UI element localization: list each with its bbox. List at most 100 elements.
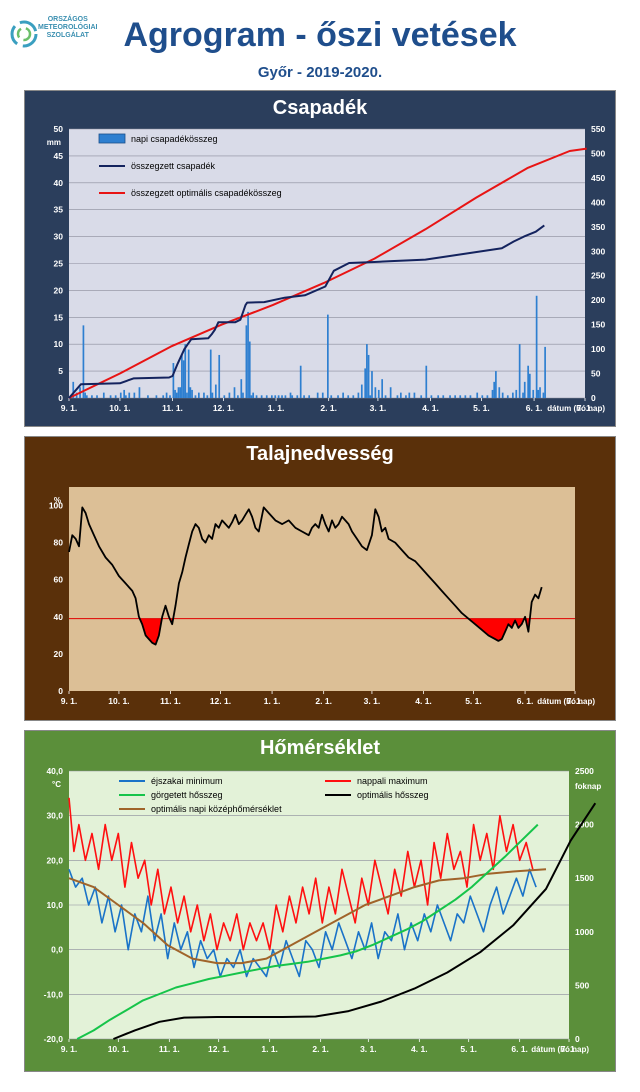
y2-tick-label: 1500 (575, 873, 594, 883)
daily-precip-bar (85, 395, 88, 398)
daily-precip-bar (147, 395, 149, 398)
daily-precip-bar (165, 392, 168, 398)
x-tick-label: 2. 1. (315, 696, 332, 706)
daily-precip-bar (82, 325, 85, 398)
plot-area (69, 487, 575, 691)
x-tick-label: 3. 1. (364, 696, 381, 706)
daily-precip-bar (119, 392, 122, 398)
daily-precip-bar (284, 395, 287, 398)
daily-precip-bar (342, 392, 344, 398)
daily-precip-bar (277, 395, 280, 398)
daily-precip-bar (408, 392, 411, 398)
x-tick-label: 9. 1. (61, 403, 78, 413)
daily-precip-bar (459, 395, 462, 398)
daily-precip-bar (486, 395, 489, 398)
daily-precip-bar (248, 341, 251, 398)
daily-precip-bar (206, 395, 209, 398)
daily-precip-bar (169, 395, 171, 398)
y2-tick-label: 500 (591, 148, 605, 158)
y-tick-label: 0 (58, 393, 63, 403)
daily-precip-bar (357, 392, 360, 398)
x-tick-label: 6. 1. (511, 1044, 528, 1054)
daily-precip-bar (281, 395, 283, 398)
legend-night-min-label: éjszakai minimum (151, 776, 223, 786)
daily-precip-bar (537, 389, 540, 398)
daily-precip-bar (209, 349, 212, 398)
y-tick-label: 20 (54, 285, 64, 295)
daily-precip-bar (240, 379, 243, 398)
daily-precip-bar (184, 344, 187, 398)
daily-precip-bar (420, 395, 423, 398)
daily-precip-bar (495, 371, 497, 398)
daily-precip-bar (138, 387, 141, 398)
x-tick-label: 9. 1. (61, 1044, 78, 1054)
daily-precip-bar (128, 392, 131, 398)
y2-tick-label: 2000 (575, 820, 594, 830)
legend-rolling-heat-label: görgetett hősszeg (151, 790, 223, 800)
y-tick-label: 20,0 (46, 855, 63, 865)
daily-precip-bar (223, 395, 226, 398)
daily-precip-bar (413, 392, 416, 398)
y-tick-label: 40 (54, 178, 64, 188)
daily-precip-bar (187, 349, 190, 398)
y2-tick-label: 0 (591, 393, 596, 403)
daily-precip-bar (242, 392, 244, 398)
daily-precip-bar (182, 360, 185, 398)
daily-precip-bar (405, 395, 407, 398)
daily-precip-bar (469, 395, 472, 398)
x-tick-label: 5. 1. (473, 403, 490, 413)
daily-precip-bar (218, 354, 221, 398)
daily-precip-bar (535, 295, 538, 398)
y-tick-label: 0,0 (51, 945, 63, 955)
daily-precip-bar (175, 392, 178, 398)
daily-precip-bar (528, 373, 531, 398)
y-tick-label: 30,0 (46, 811, 63, 821)
daily-precip-bar (162, 395, 165, 398)
daily-precip-bar (515, 389, 518, 398)
daily-precip-bar (316, 392, 319, 398)
y-tick-label: 50 (54, 124, 64, 134)
temperature-panel: Hőmérséklet -20,0 -10,0 0,0 10,0 20,0 30,0 40,… (24, 730, 616, 1072)
met-service-logo-icon (10, 20, 38, 48)
dry-area-fill (139, 618, 162, 645)
x-tick-label: 12. 1. (208, 1044, 229, 1054)
daily-precip-bar (114, 395, 117, 398)
daily-precip-bar (491, 389, 494, 398)
daily-precip-bar (155, 395, 158, 398)
y-tick-label: 30 (54, 232, 64, 242)
daily-precip-bar (172, 363, 175, 398)
daily-precip-bar (245, 325, 248, 398)
daily-precip-bar (501, 392, 504, 398)
daily-precip-bar (352, 395, 355, 398)
x-tick-label: 10. 1. (108, 696, 129, 706)
daily-precip-bar (91, 395, 93, 398)
daily-precip-bar (96, 395, 98, 398)
x-tick-label: 12. 1. (213, 403, 234, 413)
page-subtitle: Győr - 2019-2020. (257, 64, 383, 81)
soil-moisture-title: Talajnedvesség (246, 443, 394, 465)
y-tick-label: 80 (54, 538, 64, 548)
x-axis-label: dátum (hó.nap) (531, 1045, 589, 1054)
x-tick-label: 5. 1. (460, 1044, 477, 1054)
y-tick-label: 25 (54, 259, 64, 269)
night-min-line (68, 868, 537, 978)
x-tick-label: 7. 1. (577, 403, 594, 413)
y-axis-label: mm (47, 138, 61, 147)
x-tick-label: 4. 1. (411, 1044, 428, 1054)
daily-precip-bar (512, 392, 514, 398)
daily-precip-bar (389, 387, 392, 398)
temperature-title: Hőmérséklet (259, 737, 381, 759)
y-tick-label: 40 (54, 612, 64, 622)
daily-precip-bar (327, 314, 329, 398)
daily-precip-bar (237, 395, 239, 398)
daily-precip-bar (399, 392, 402, 398)
y-tick-label: 10 (54, 339, 64, 349)
daily-precip-bar (374, 387, 377, 398)
x-tick-label: 6. 1. (517, 696, 534, 706)
optimal-heat-sum-line (113, 802, 597, 1040)
daily-precip-bar (179, 387, 182, 398)
optimal-daily-mean-line (68, 868, 547, 965)
x-tick-label: 1. 1. (264, 696, 281, 706)
daily-precip-bar (191, 389, 193, 398)
legend-label-cumulative: összegzett csapadék (131, 161, 216, 171)
